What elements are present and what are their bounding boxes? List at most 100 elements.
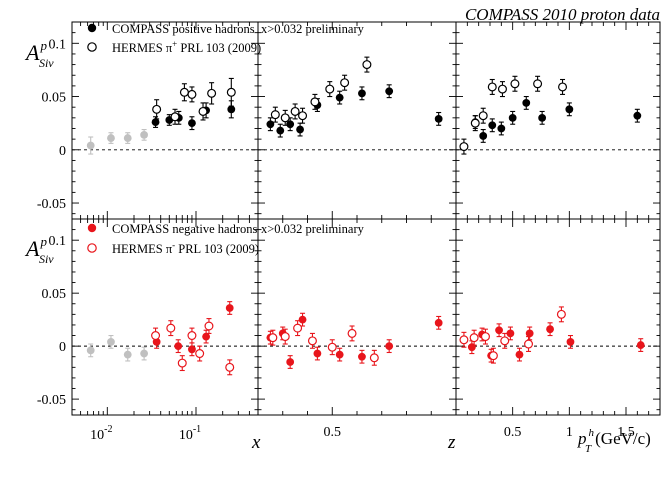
data-point <box>187 327 197 344</box>
data-point <box>86 136 95 155</box>
data-point <box>313 346 322 361</box>
filled-marker <box>286 358 295 366</box>
zero-lines <box>72 149 660 347</box>
open-marker <box>170 112 180 122</box>
y-tick-label: 0.05 <box>42 91 67 106</box>
data-point <box>307 332 317 349</box>
filled-marker <box>565 105 574 114</box>
legend-label-hermes-positive: HERMES π+ PRL 103 (2009) <box>112 39 261 55</box>
filled-marker <box>123 350 132 359</box>
filled-marker <box>225 304 234 312</box>
data-point <box>340 74 350 91</box>
filled-marker <box>276 126 285 135</box>
data-point <box>280 328 290 345</box>
data-point <box>290 103 300 120</box>
x-axis-label-pt: p h T(GeV/c) <box>577 427 651 455</box>
data-point <box>524 336 534 352</box>
open-marker <box>204 321 214 331</box>
legend-label-compass-positive: COMPASS positive hadrons <box>112 22 255 36</box>
data-point <box>268 329 278 346</box>
figure-title: COMPASS 2010 proton data <box>465 5 660 24</box>
data-point <box>270 106 280 123</box>
legend-marker-compass-positive <box>87 23 97 33</box>
open-marker <box>347 328 357 338</box>
data-point <box>470 115 480 132</box>
open-marker <box>187 89 197 99</box>
y-axis-label-bottom: Ap Siv <box>24 234 54 266</box>
filled-marker <box>335 93 344 102</box>
data-point <box>522 95 531 110</box>
data-point <box>495 323 503 338</box>
data-point <box>347 325 357 342</box>
panel-frames <box>71 21 661 416</box>
legend-marker-hermes-negative <box>87 243 97 253</box>
x-axis-label-x: x <box>251 432 261 453</box>
data-point <box>177 355 187 372</box>
open-marker <box>524 339 534 349</box>
data-point <box>538 110 547 125</box>
filled-marker <box>434 318 443 327</box>
open-marker <box>510 79 520 89</box>
filled-marker <box>434 115 443 123</box>
data-point <box>546 322 554 337</box>
data-point <box>434 315 443 330</box>
open-marker <box>533 79 543 89</box>
open-marker <box>459 335 469 345</box>
data-point <box>335 347 344 362</box>
open-marker <box>500 336 510 346</box>
data-point <box>434 111 443 126</box>
data-point <box>152 99 162 120</box>
open-marker <box>310 97 320 107</box>
filled-marker <box>508 113 517 122</box>
open-marker <box>369 353 379 363</box>
filled-marker <box>358 352 366 361</box>
data-point <box>566 334 575 349</box>
y-tick-label: 0.05 <box>42 287 67 302</box>
filled-marker <box>495 326 503 335</box>
filled-marker <box>174 342 183 351</box>
filled-marker <box>522 99 531 107</box>
data-point <box>533 75 543 92</box>
filled-marker <box>188 345 196 354</box>
open-marker <box>198 106 208 116</box>
data-point <box>225 301 234 315</box>
data-point <box>488 347 498 364</box>
open-marker <box>340 78 350 88</box>
filled-marker <box>86 346 95 355</box>
filled-marker <box>151 118 160 126</box>
open-marker <box>469 333 479 343</box>
data-point <box>488 118 497 133</box>
filled-marker <box>488 121 497 130</box>
data-point <box>636 338 645 352</box>
open-marker <box>280 332 290 342</box>
open-marker <box>207 88 217 98</box>
open-marker <box>151 331 161 341</box>
data-point <box>335 90 344 105</box>
data-point <box>459 138 469 155</box>
data-point <box>369 349 379 366</box>
data-point <box>556 306 566 323</box>
data-point <box>187 86 197 103</box>
legend-cut-positive: x>0.032 preliminary <box>261 22 365 36</box>
y-tick-label: 0 <box>59 144 66 159</box>
filled-marker <box>358 89 366 98</box>
data-point <box>170 108 180 125</box>
data-point <box>500 332 510 349</box>
open-marker <box>280 113 290 123</box>
open-marker <box>362 60 372 70</box>
filled-marker <box>525 329 534 338</box>
data-point <box>207 82 217 105</box>
filled-marker <box>546 325 554 334</box>
data-point <box>286 355 295 369</box>
filled-marker <box>286 120 295 129</box>
data-point <box>325 81 335 98</box>
data-point <box>179 83 189 102</box>
legend-cut-negative: x>0.032 preliminary <box>261 222 365 236</box>
data-point <box>151 116 160 128</box>
filled-marker <box>497 124 506 133</box>
legend-label-compass-negative: COMPASS negative hadrons <box>112 222 258 236</box>
open-marker <box>556 309 566 319</box>
pt-tick-label: 0.5 <box>504 425 522 440</box>
data-point <box>497 121 506 136</box>
open-marker <box>470 118 480 128</box>
